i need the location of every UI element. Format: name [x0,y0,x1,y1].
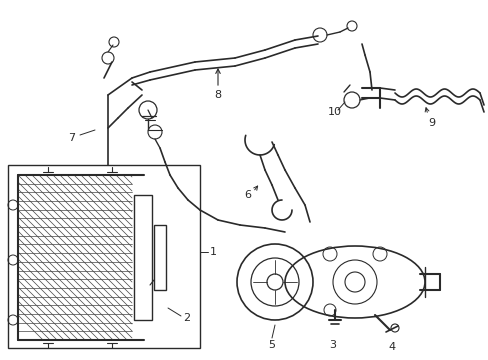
Bar [154,225,165,290]
Text: 5: 5 [268,340,275,350]
Bar [134,195,152,320]
Bar [8,165,200,348]
Text: 6: 6 [244,190,251,200]
Text: 8: 8 [214,90,221,100]
Text: 7: 7 [68,133,76,143]
Text: 9: 9 [427,118,435,128]
Text: 2: 2 [183,313,190,323]
Text: 4: 4 [387,342,395,352]
Text: 3: 3 [329,340,336,350]
Text: 1: 1 [209,247,217,257]
Text: 10: 10 [327,107,341,117]
